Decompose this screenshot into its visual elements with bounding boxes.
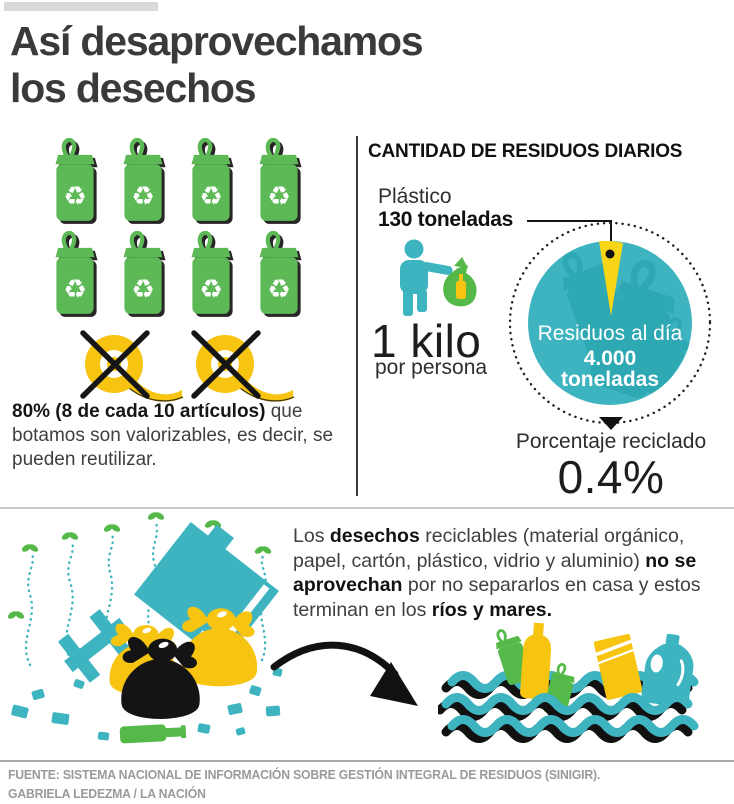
caption-seg3: reciclables (material orgánico, papel, c… xyxy=(293,525,685,572)
recyclable-can-icon xyxy=(182,138,240,226)
caption-seg2: desechos xyxy=(329,525,420,547)
section-divider-vertical xyxy=(356,136,358,496)
pointer-triangle-icon xyxy=(599,417,623,430)
callout-line-horizontal xyxy=(527,220,612,222)
floating-bottle-icon xyxy=(520,622,552,700)
daily-waste-header: CANTIDAD DE RESIDUOS DIARIOS xyxy=(368,141,683,162)
debris-planks-icon xyxy=(57,609,132,683)
recyclable-can-icon xyxy=(182,231,240,319)
recyclable-can-icon xyxy=(114,138,172,226)
caption-seg1: Los xyxy=(293,525,330,547)
caption-seg5: por no separarlos en casa y estos termin… xyxy=(293,574,701,621)
caption-seg6: ríos y mares. xyxy=(431,598,553,621)
trash-bag-black-icon xyxy=(121,637,200,719)
pie-value: 4.000 xyxy=(583,347,637,370)
pie-label: Residuos al día xyxy=(537,322,683,345)
pie-wedge-plastic xyxy=(599,240,623,316)
wave xyxy=(438,693,699,743)
waste-pie-chart xyxy=(508,221,712,425)
plastic-label: Plástico xyxy=(378,185,452,208)
crossed-spool-icon xyxy=(186,326,316,404)
bottom-caption: Los desechos reciclables (material orgán… xyxy=(293,524,725,622)
floating-carton-icon xyxy=(593,633,643,700)
valorizable-caption-rest: que botamos son valorizables, es decir, … xyxy=(12,401,334,470)
caption-seg4: no se aprovechan xyxy=(293,549,697,597)
recycled-value: 0.4% xyxy=(557,451,665,503)
footer-credit: GABRIELA LEDEZMA / LA NACIÓN xyxy=(8,786,206,801)
kilo-value: 1 kilo xyxy=(371,315,482,367)
page-title-line1: Así desaprovechamos xyxy=(10,18,424,64)
top-kicker-bar xyxy=(4,2,158,11)
floating-jug-icon xyxy=(641,633,694,707)
recyclable-can-icon xyxy=(46,231,104,319)
recyclable-can-icon xyxy=(250,231,308,319)
floating-trash xyxy=(489,622,694,719)
trash-pile-illustration xyxy=(6,510,283,744)
river-trash-illustration xyxy=(438,622,699,743)
page-title-line2: los desechos xyxy=(10,65,257,111)
kilo-label: por persona xyxy=(375,356,488,379)
recyclable-can-icon xyxy=(114,231,172,319)
pie-unit: toneladas xyxy=(560,368,660,391)
footer-source: FUENTE: SISTEMA NACIONAL DE INFORMACIÓN … xyxy=(8,767,601,782)
callout-dot xyxy=(605,249,615,259)
valorizable-caption-bold: 80% (8 de cada 10 artículos) xyxy=(12,401,266,422)
pie-dotted-ring xyxy=(508,221,712,425)
green-bottle-icon xyxy=(119,724,187,744)
valorizable-caption: 80% (8 de cada 10 artículos) que botamos… xyxy=(12,400,358,472)
page-title: Así desaprovechamos los desechos xyxy=(10,18,424,112)
section-divider-horizontal xyxy=(0,507,734,509)
recyclable-can-icon xyxy=(46,138,104,226)
curved-arrow-icon xyxy=(270,641,418,706)
plastic-value: 130 toneladas xyxy=(378,208,513,231)
person-with-bag-icon xyxy=(400,239,477,316)
recyclable-can-icon xyxy=(250,138,308,226)
callout-line-vertical xyxy=(610,220,612,254)
footer-divider xyxy=(0,760,734,762)
recycled-label: Porcentaje reciclado xyxy=(515,430,707,453)
